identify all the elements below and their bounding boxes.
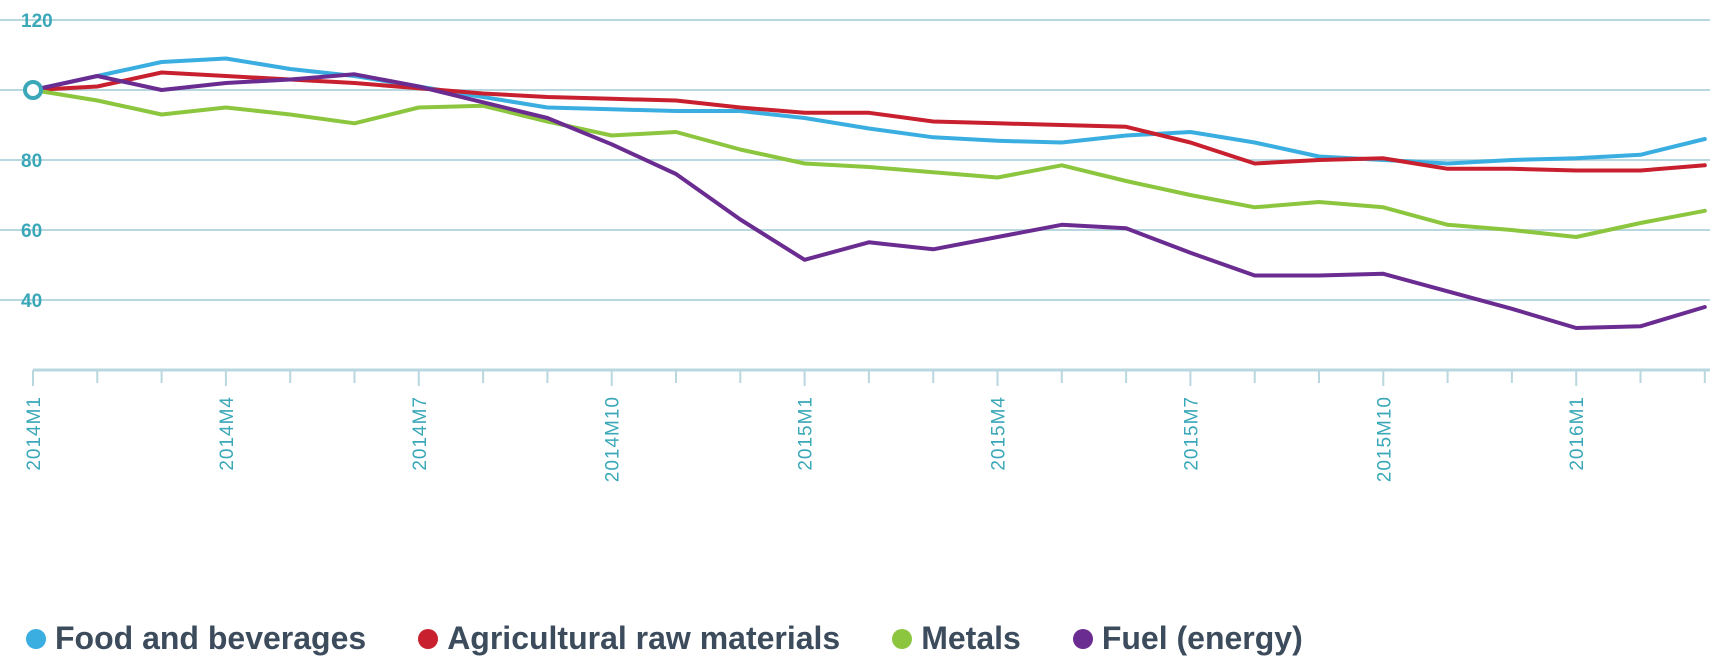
x-tick-label: 2015M7 (1181, 396, 1202, 471)
y-tick-label: 80 (21, 151, 42, 172)
legend-label: Agricultural raw materials (447, 620, 841, 656)
x-tick-label: 2014M1 (24, 396, 45, 471)
series-line-food-and-beverages (31, 56, 1707, 166)
legend: Food and beverages Agricultural raw mater… (26, 620, 1303, 657)
series-lines (23, 56, 1707, 330)
x-axis: 2014M1 2014M4 2014M7 2014M10 2015M1 2015M4 201… (24, 368, 1710, 482)
legend-item: Agricultural raw materials (418, 620, 840, 657)
y-tick-label: 120 (21, 11, 53, 32)
legend-swatch (26, 628, 46, 649)
gridlines (0, 19, 1710, 301)
series-line-agricultural-raw-materials (31, 70, 1707, 173)
x-tick-label: 2014M7 (410, 396, 431, 471)
legend-swatch (418, 628, 439, 649)
y-tick-label: 40 (21, 291, 42, 312)
y-axis-ticks: 40 60 80 120 (21, 11, 53, 312)
x-tick-label: 2015M1 (796, 396, 817, 471)
legend-item: Metals (892, 620, 1021, 657)
x-tick-label: 2014M4 (217, 396, 238, 471)
legend-item: Fuel (energy) (1072, 620, 1303, 657)
legend-label: Fuel (energy) (1101, 620, 1303, 656)
legend-swatch (1072, 628, 1093, 649)
legend-swatch (892, 628, 913, 649)
x-tick-label: 2014M10 (603, 396, 624, 482)
legend-item: Food and beverages (26, 620, 366, 657)
series-line-fuel-energy (31, 72, 1707, 330)
line-chart: 40 60 80 120 2014M1 2014M4 2014M7 2014M10 2015M… (0, 11, 1710, 482)
legend-label: Metals (921, 620, 1021, 656)
series-line-metals (31, 88, 1707, 239)
base-point-marker (23, 80, 43, 100)
x-tick-label: 2016M1 (1567, 396, 1588, 471)
y-tick-label: 60 (21, 221, 42, 242)
x-tick-label: 2015M4 (989, 396, 1010, 471)
legend-label: Food and beverages (55, 620, 367, 656)
x-tick-label: 2015M10 (1374, 396, 1395, 482)
